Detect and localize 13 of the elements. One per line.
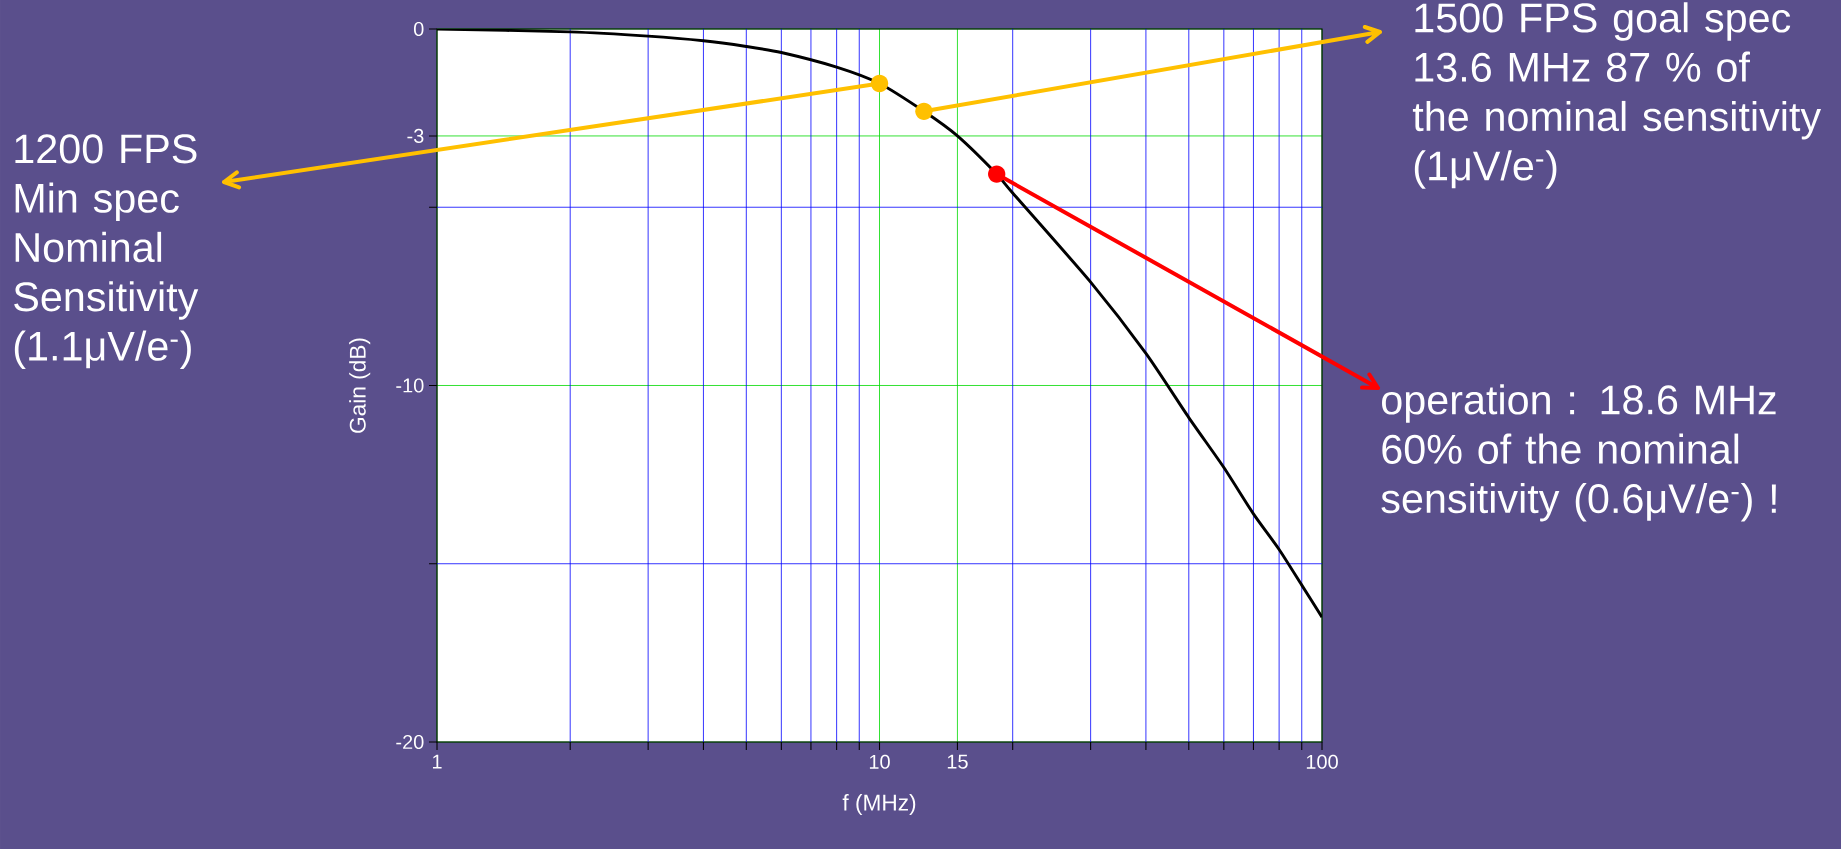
y-tick-label: -3 — [407, 128, 424, 144]
annotation: operation : 18.6 MHz 60% of the nominal sensitivity (0.6μV/e$^{-}$) ! — [1381, 384, 1776, 522]
annotation: 1200 FPS Min spec Nominal Sensitivity (1.1μV/e$^{-}$) — [14, 134, 199, 369]
x-tick-label: 10 — [869, 754, 890, 769]
y-tick-label: -20 — [396, 734, 424, 750]
y-tick-label: 0 — [413, 21, 424, 37]
x-axis-title: f (MHz) — [842, 794, 916, 816]
y-tick-label: -10 — [396, 378, 424, 393]
x-tick-label: 1 — [432, 754, 442, 769]
x-tick-label: 15 — [947, 754, 968, 769]
x-tick-label: 100 — [1306, 754, 1338, 769]
annotation: 1500 FPS goal spec 13.6 MHz 87 % of the nominal sensitivity (1μV/e$^{-}$) — [1412, 2, 1822, 189]
y-axis-title: Gain (dB) — [349, 338, 371, 433]
